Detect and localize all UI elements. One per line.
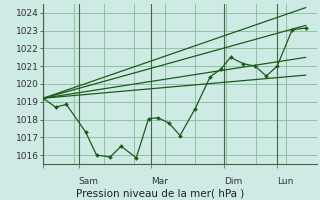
- Text: Mar: Mar: [151, 176, 168, 186]
- Text: Lun: Lun: [277, 176, 293, 186]
- Text: Pression niveau de la mer( hPa ): Pression niveau de la mer( hPa ): [76, 188, 244, 198]
- Text: Dim: Dim: [224, 176, 242, 186]
- Text: Sam: Sam: [79, 176, 99, 186]
